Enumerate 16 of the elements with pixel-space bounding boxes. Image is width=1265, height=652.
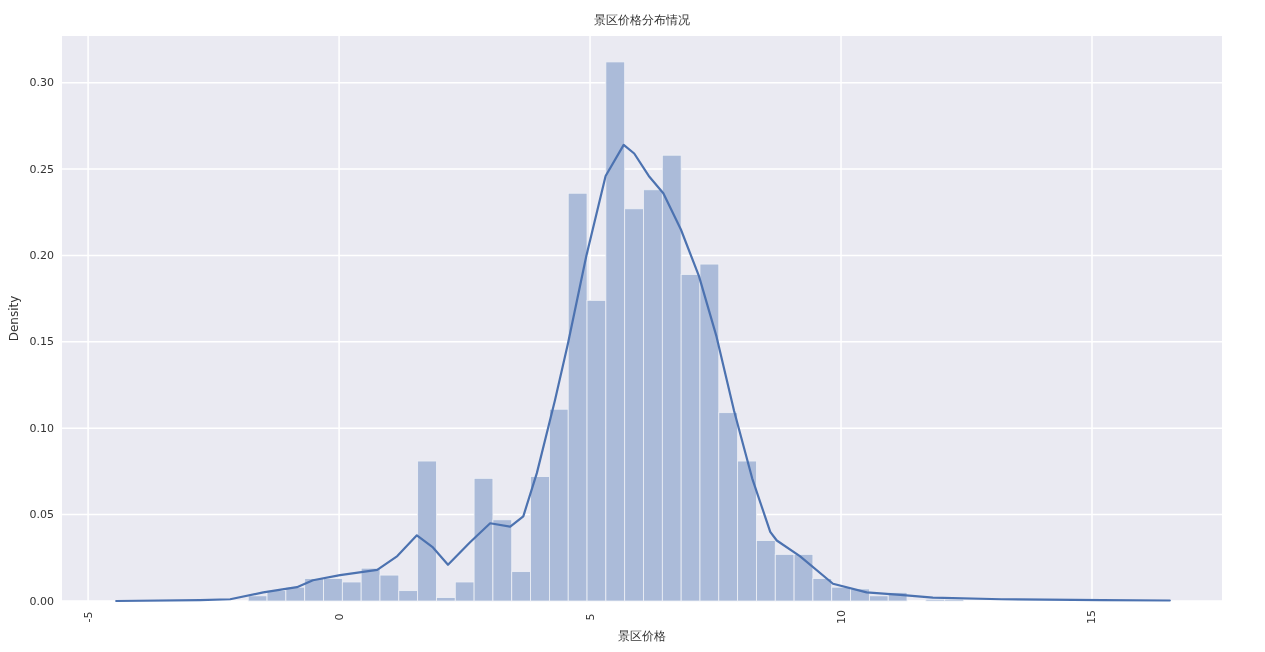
x-axis-title: 景区价格 bbox=[618, 629, 666, 643]
y-tick-label: 0.05 bbox=[29, 508, 54, 522]
x-tick-label: 10 bbox=[834, 610, 848, 624]
x-tick-label: -5 bbox=[81, 611, 95, 623]
y-tick-label: 0.15 bbox=[29, 335, 54, 349]
line-series bbox=[115, 143, 1171, 603]
y-tick-label: 0.00 bbox=[29, 594, 54, 608]
x-tick-label: 5 bbox=[583, 613, 597, 621]
y-tick-label: 0.25 bbox=[29, 162, 54, 176]
y-tick-label: 0.10 bbox=[29, 421, 54, 435]
chart-title: 景区价格分布情况 bbox=[594, 13, 690, 27]
y-tick-label: 0.20 bbox=[29, 248, 54, 262]
y-tick-label: 0.30 bbox=[29, 76, 54, 90]
x-tick-label: 15 bbox=[1085, 610, 1099, 624]
y-axis-title: Density bbox=[7, 295, 21, 342]
x-tick-label: 0 bbox=[332, 613, 346, 621]
